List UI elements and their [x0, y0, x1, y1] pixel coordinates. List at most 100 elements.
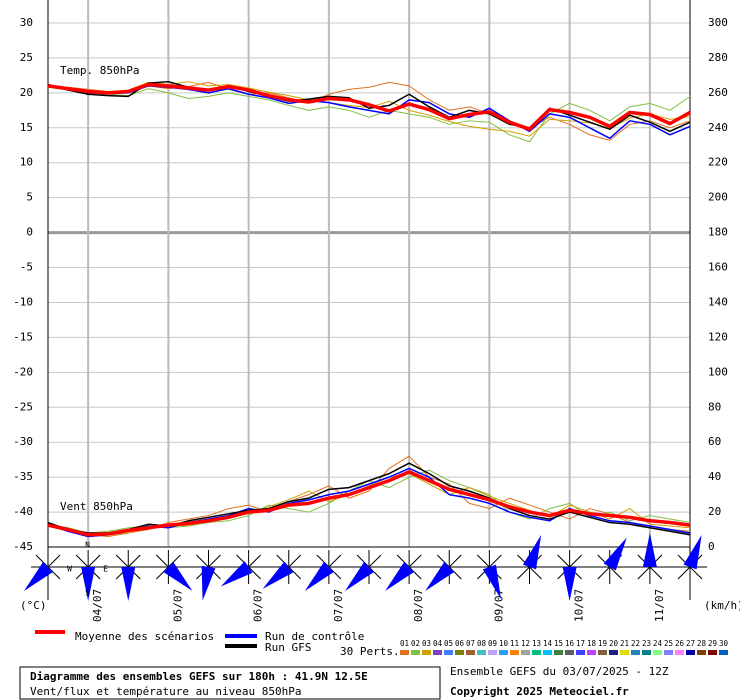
x-tick-label: 08/07 — [412, 589, 425, 622]
y-tick-label: -30 — [13, 435, 33, 448]
perturbation-label: 13 — [532, 639, 541, 648]
perturbation-label: 22 — [631, 639, 640, 648]
perturbation-swatch — [466, 650, 475, 655]
perturbation-label: 10 — [499, 639, 509, 648]
y2-tick-label: 60 — [708, 435, 721, 448]
y-tick-label: -20 — [13, 365, 33, 378]
temp-panel-label: Temp. 850hPa — [60, 64, 139, 77]
perturbation-label: 08 — [477, 639, 487, 648]
wind-panel-label: Vent 850hPa — [60, 500, 133, 513]
y2-tick-label: 80 — [708, 400, 721, 413]
perturbations-label: 30 Perts. — [340, 645, 400, 658]
run-info: Ensemble GEFS du 03/07/2025 - 12Z — [450, 665, 669, 678]
perturbation-swatch — [510, 650, 519, 655]
y2-tick-label: 300 — [708, 16, 728, 29]
y-tick-label: -10 — [13, 295, 33, 308]
perturbation-swatch — [543, 650, 552, 655]
perturbation-label: 12 — [521, 639, 530, 648]
y-tick-label: 0 — [26, 226, 33, 239]
y-tick-label: -5 — [20, 261, 33, 274]
perturbation-label: 16 — [565, 639, 575, 648]
perturbation-label: 30 — [719, 639, 729, 648]
wind-rose — [23, 562, 53, 592]
wind-rose — [603, 537, 627, 571]
y-tick-label: -15 — [13, 330, 33, 343]
wind-rose — [262, 561, 294, 589]
wind-rose — [121, 567, 136, 601]
wind-rose — [163, 562, 193, 592]
perturbation-label: 20 — [609, 639, 619, 648]
perturbation-swatch — [708, 650, 717, 655]
wind-rose — [642, 533, 657, 567]
perturbation-label: 06 — [455, 639, 465, 648]
wind-rose — [562, 567, 577, 601]
wind-rose — [81, 567, 96, 601]
perturbation-swatch — [675, 650, 684, 655]
wind-line — [47, 470, 691, 537]
perturbation-swatch — [532, 650, 541, 655]
temperature-line — [47, 86, 691, 143]
perturbation-label: 24 — [653, 639, 663, 648]
compass-label: E — [103, 565, 108, 574]
y2-tick-label: 100 — [708, 365, 728, 378]
temperature-line — [47, 80, 691, 133]
perturbation-swatch — [587, 650, 596, 655]
perturbation-label: 25 — [664, 639, 673, 648]
perturbation-swatch — [686, 650, 695, 655]
legend-label: Moyenne des scénarios — [75, 630, 214, 643]
temperature-line — [47, 81, 691, 141]
y2-tick-label: 140 — [708, 295, 728, 308]
wind-rose — [385, 562, 415, 592]
perturbation-label: 19 — [598, 639, 607, 648]
y-tick-label: 15 — [20, 121, 33, 134]
x-tick-label: 05/07 — [171, 589, 184, 622]
y-tick-label: -45 — [13, 540, 33, 553]
perturbation-label: 02 — [411, 639, 420, 648]
perturbation-swatch — [400, 650, 409, 655]
title-box — [19, 666, 441, 700]
perturbation-swatch — [422, 650, 431, 655]
y2-tick-label: 220 — [708, 156, 728, 169]
y-tick-label: -35 — [13, 470, 33, 483]
wind-line — [47, 462, 691, 536]
wind-rose — [522, 535, 542, 570]
compass-label: W — [67, 565, 72, 574]
perturbation-label: 29 — [708, 639, 717, 648]
perturbation-swatch — [653, 650, 662, 655]
legend-label: Run GFS — [265, 641, 311, 654]
perturbation-swatch — [609, 650, 618, 655]
y2-tick-label: 120 — [708, 330, 728, 343]
perturbation-label: 23 — [642, 639, 651, 648]
compass-label: S — [85, 589, 90, 598]
perturbation-swatch — [664, 650, 673, 655]
chart-title: Diagramme des ensembles GEFS sur 180h : … — [30, 670, 368, 683]
y-tick-label: 10 — [20, 156, 33, 169]
perturbation-label: 17 — [576, 639, 585, 648]
perturbation-swatch — [554, 650, 563, 655]
compass-label: N — [85, 541, 90, 550]
wind-rose — [683, 535, 702, 570]
y-tick-label: 30 — [20, 16, 33, 29]
y-tick-label: 5 — [26, 191, 33, 204]
perturbation-swatch — [598, 650, 607, 655]
y2-tick-label: 40 — [708, 470, 721, 483]
perturbation-label: 14 — [543, 639, 553, 648]
perturbation-label: 28 — [697, 639, 707, 648]
perturbation-label: 04 — [433, 639, 443, 648]
perturbation-label: 07 — [466, 639, 475, 648]
y-tick-label: -25 — [13, 400, 33, 413]
wind-rose — [344, 562, 374, 592]
temperature-line — [47, 82, 691, 131]
y2-tick-label: 160 — [708, 261, 728, 274]
perturbation-swatch — [499, 650, 508, 655]
perturbation-label: 15 — [554, 639, 563, 648]
perturbation-swatch — [433, 650, 442, 655]
perturbation-swatch — [477, 650, 486, 655]
x-tick-label: 10/07 — [573, 589, 586, 622]
perturbation-swatch — [444, 650, 453, 655]
perturbation-swatch — [411, 650, 420, 655]
wind-rose — [482, 564, 502, 599]
wind-line — [47, 455, 691, 538]
x-tick-label: 04/07 — [91, 589, 104, 622]
perturbation-swatch — [631, 650, 640, 655]
